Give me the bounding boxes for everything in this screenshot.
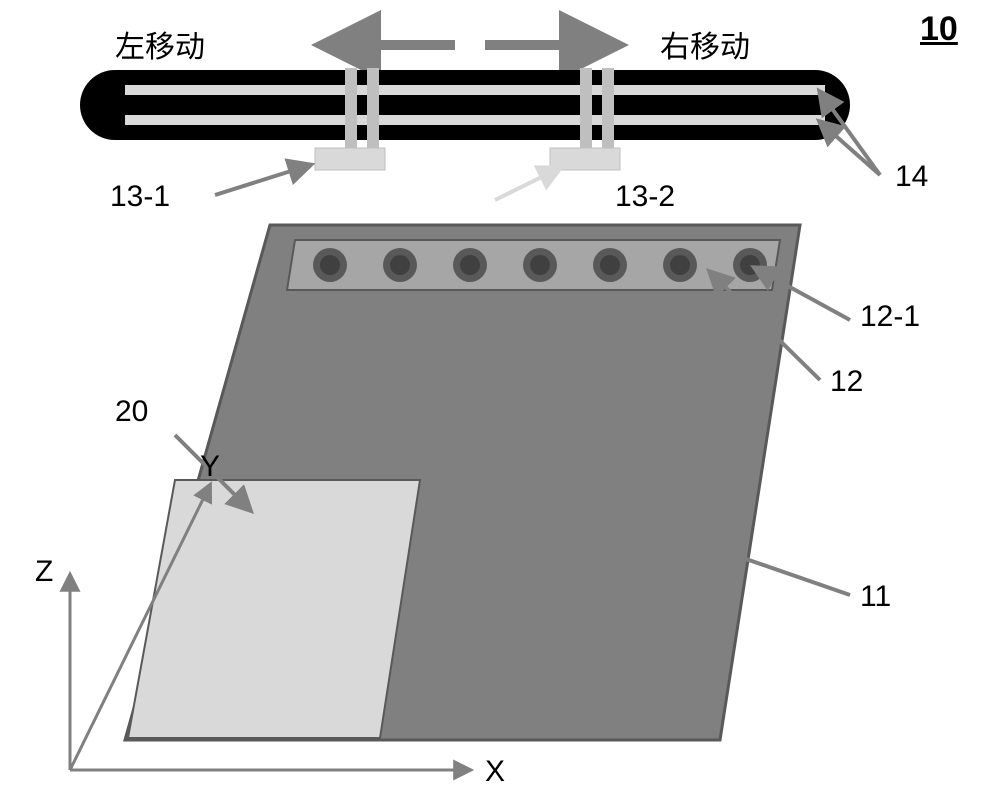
hole-inner-1 — [390, 255, 410, 275]
label-move-right: 右移动 — [660, 22, 750, 66]
figure-number: 10 — [920, 10, 958, 49]
rail-slot-0 — [125, 85, 825, 95]
hole-inner-4 — [600, 255, 620, 275]
slider-foot-0 — [315, 148, 385, 170]
hole-inner-2 — [460, 255, 480, 275]
label-12-1: 12-1 — [860, 300, 920, 334]
hole-inner-0 — [320, 255, 340, 275]
diagram-stage — [0, 0, 1000, 805]
axis-x-label: X — [485, 755, 505, 789]
sub-plate-20 — [128, 480, 420, 738]
rail-slot-1 — [125, 115, 825, 125]
hole-inner-3 — [530, 255, 550, 275]
label-13-1: 13-1 — [110, 180, 170, 214]
slider-bar-1-b — [602, 68, 614, 148]
diagram-svg — [0, 0, 1000, 805]
label-12: 12 — [830, 365, 863, 399]
slider-bar-0-a — [345, 68, 357, 148]
pointer-13-1 — [215, 165, 310, 195]
label-14: 14 — [895, 160, 928, 194]
pointer-13-2 — [495, 168, 560, 200]
hole-inner-6 — [740, 255, 760, 275]
slider-bar-0-b — [367, 68, 379, 148]
axis-z-label: Z — [35, 555, 53, 589]
axis-y-label: Y — [200, 450, 220, 484]
label-move-left: 左移动 — [115, 22, 205, 66]
hole-inner-5 — [670, 255, 690, 275]
label-20: 20 — [115, 395, 148, 429]
rail-body — [80, 70, 850, 140]
label-13-2: 13-2 — [615, 180, 675, 214]
slider-bar-1-a — [580, 68, 592, 148]
label-11: 11 — [860, 580, 891, 614]
pointer-14b — [820, 122, 880, 175]
slider-foot-1 — [550, 148, 620, 170]
